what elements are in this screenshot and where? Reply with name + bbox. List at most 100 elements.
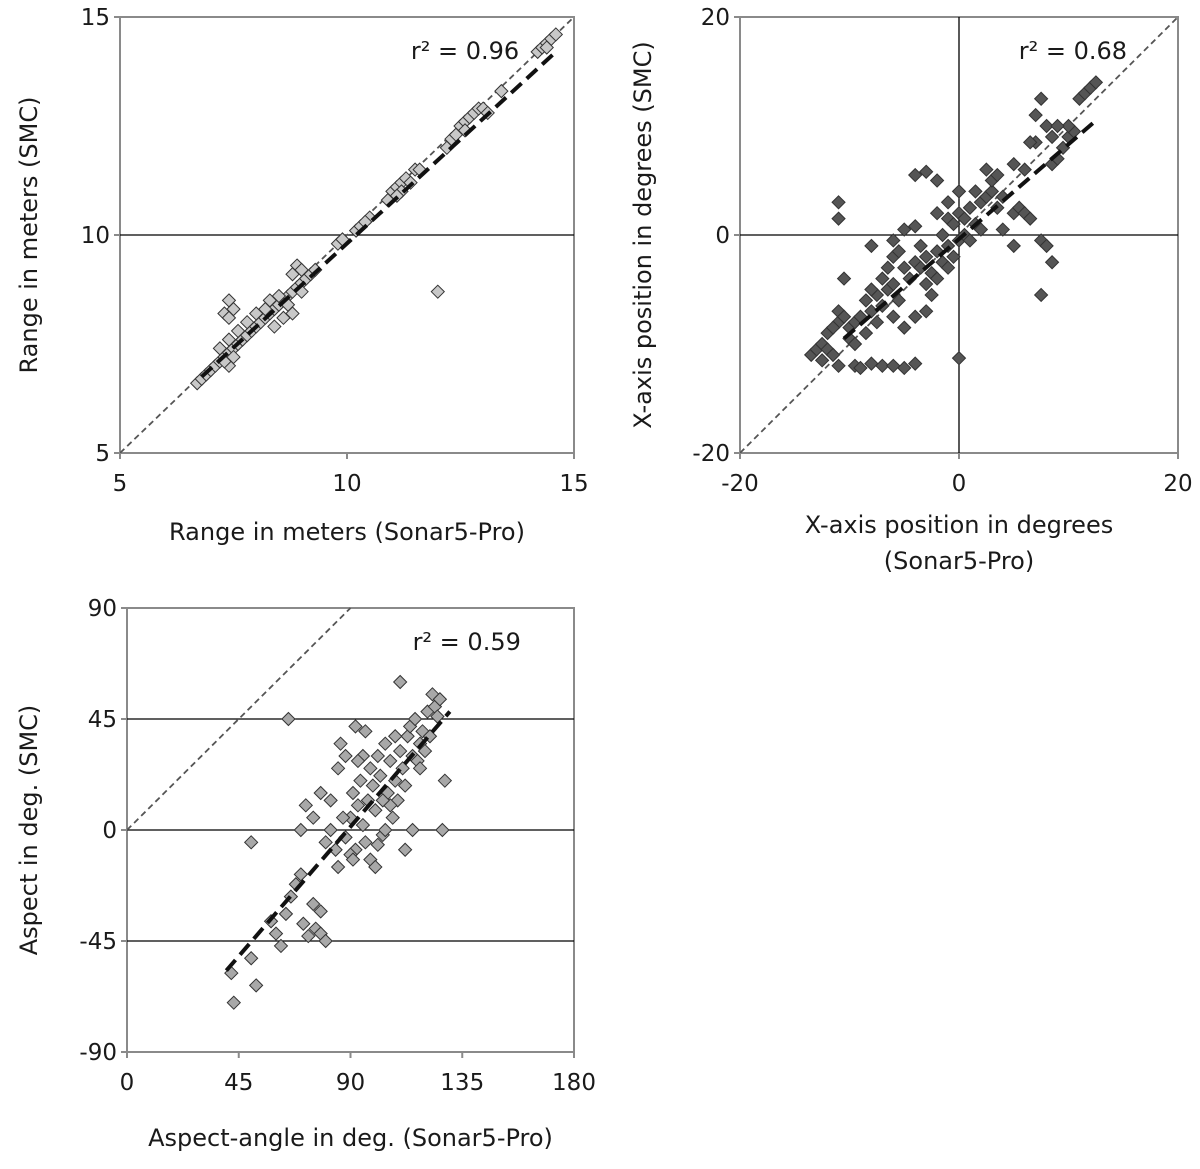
aspect-data-point (268, 926, 284, 941)
xpos-data-point (990, 167, 1005, 183)
aspect-x-tick-label: 0 (120, 1070, 135, 1096)
range-y-tick-label: 10 (81, 223, 110, 249)
xpos-r2-annotation: r² = 0.68 (1019, 37, 1127, 65)
aspect-data-point (392, 743, 408, 759)
aspect-data-point (378, 822, 393, 838)
aspect-x-axis-label: Aspect-angle in deg. (Sonar5-Pro) (148, 1124, 553, 1152)
range-data-point (212, 341, 228, 356)
xpos-data-point (1033, 91, 1049, 106)
aspect-data-point (330, 859, 346, 875)
range-r2-annotation: r² = 0.96 (411, 37, 519, 65)
aspect-data-point (370, 748, 386, 764)
xpos-data-point (918, 304, 934, 319)
xpos-data-point (1017, 162, 1032, 177)
xpos-data-point (1061, 118, 1076, 134)
xpos-data-point (962, 233, 978, 248)
aspect-r2-annotation: r² = 0.59 (413, 628, 521, 656)
xpos-data-point (1028, 107, 1043, 123)
range-y-tick-label: 15 (81, 5, 110, 31)
xpos-data-point (907, 167, 923, 183)
xpos-data-point (853, 360, 868, 376)
aspect-data-point (363, 761, 378, 776)
aspect-identity-line (126, 607, 352, 831)
aspect-data-point (412, 761, 428, 776)
xpos-x-tick-label: 0 (952, 471, 967, 497)
range-fit-line (200, 50, 558, 379)
xpos-x-tick-label: -20 (721, 471, 759, 497)
xpos-data-point (825, 347, 841, 363)
aspect-data-point (296, 916, 311, 931)
aspect-data-point (400, 729, 415, 744)
xpos-data-point (864, 356, 879, 371)
xpos-data-point (984, 184, 1000, 199)
aspect-data-point (383, 753, 398, 769)
aspect-data-point (313, 785, 328, 801)
xpos-data-point (924, 287, 939, 303)
xpos-data-point (929, 173, 945, 188)
aspect-data-point (306, 896, 321, 912)
aspect-data-point (432, 692, 448, 707)
xpos-data-point (875, 271, 890, 286)
xpos-x-axis-label: (Sonar5-Pro) (884, 547, 1034, 575)
range-data-point (494, 83, 509, 99)
xpos-data-point (897, 260, 912, 275)
aspect-data-point (278, 906, 294, 922)
xpos-data-point (897, 320, 912, 335)
xpos-data-point (886, 233, 901, 248)
xpos-identity-line (739, 16, 1179, 454)
xpos-data-point (1050, 118, 1065, 134)
xpos-data-point (1039, 238, 1054, 254)
aspect-y-tick-label: -45 (79, 929, 117, 955)
xpos-data-point (907, 356, 923, 371)
xpos-data-point (946, 249, 961, 265)
chart-range: 5 10 15 5 10 15 r² = 0.96 Range in meters (Sona… (15, 5, 589, 546)
xpos-data-point (918, 249, 934, 265)
xpos-y-tick-label: -20 (692, 441, 730, 467)
xpos-data-point (825, 320, 841, 335)
range-data-point (430, 284, 446, 299)
aspect-data-point (313, 904, 328, 919)
xpos-data-point (875, 358, 890, 374)
xpos-data-point (1006, 156, 1021, 172)
range-data-point (239, 314, 255, 330)
xpos-fit-line (842, 119, 1098, 341)
xpos-data-point (918, 276, 934, 292)
xpos-data-point (929, 271, 945, 286)
xpos-data-point (836, 309, 852, 324)
xpos-data-point (831, 358, 846, 374)
xpos-data-point (918, 164, 934, 179)
aspect-data-point (323, 822, 338, 838)
xpos-data-point (968, 184, 983, 199)
xpos-data-point (946, 216, 961, 232)
xpos-data-point (847, 336, 863, 352)
aspect-data-point (301, 928, 316, 944)
xpos-data-point (1006, 238, 1021, 254)
aspect-data-point (378, 736, 393, 751)
aspect-x-tick-label: 90 (336, 1070, 365, 1096)
aspect-x-tick-label: 135 (440, 1070, 484, 1096)
xpos-data-point (836, 271, 852, 286)
xpos-data-point (995, 222, 1011, 237)
range-data-point (271, 288, 287, 304)
range-y-axis-label: Range in meters (SMC) (15, 97, 43, 374)
xpos-data-point (1033, 287, 1049, 303)
xpos-data-point (973, 222, 989, 237)
xpos-data-point (962, 200, 978, 215)
aspect-data-point (368, 859, 383, 875)
xpos-data-point (940, 260, 956, 275)
range-data-point (285, 306, 300, 321)
aspect-data-point (333, 736, 348, 751)
aspect-data-point (306, 810, 321, 825)
aspect-x-tick-label: 45 (224, 1070, 253, 1096)
xpos-data-point (886, 309, 901, 324)
xpos-data-point (979, 162, 994, 177)
aspect-x-tick-label: 180 (552, 1070, 596, 1096)
range-y-tick-label: 5 (95, 441, 110, 467)
aspect-data-point (293, 867, 309, 882)
xpos-data-point (891, 244, 906, 259)
xpos-data-point (1044, 129, 1060, 145)
aspect-data-point (355, 817, 371, 833)
xpos-y-axis-label: X-axis position in degrees (SMC) (629, 41, 657, 428)
aspect-data-point (345, 852, 361, 867)
aspect-data-point (348, 719, 363, 734)
